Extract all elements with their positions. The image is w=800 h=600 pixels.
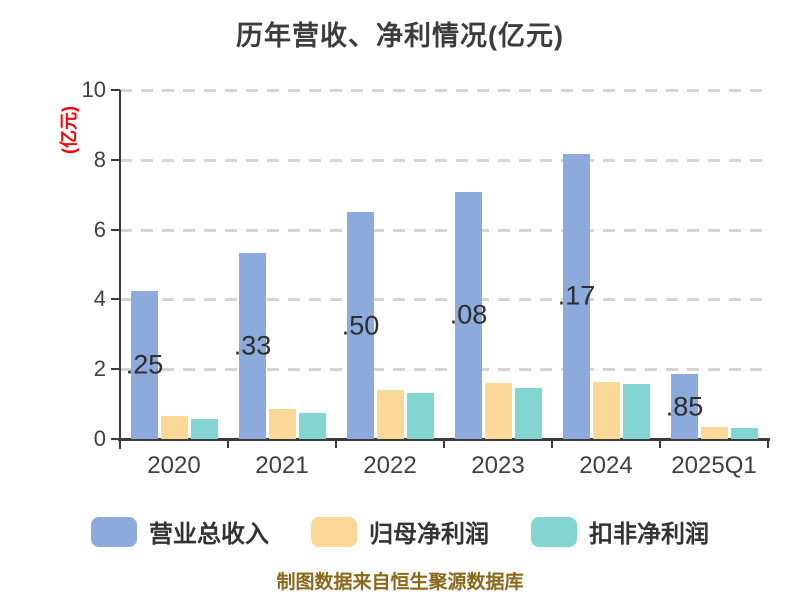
bar-value-label-2024: .17: [557, 280, 596, 311]
bar-营业总收入-2023: [455, 191, 482, 439]
legend-swatch-deducted-net-profit: [531, 516, 577, 547]
x-tick-1: [227, 439, 229, 448]
plot-area: .25 .33 .50 .08 .17 .85: [120, 89, 768, 439]
legend-label-total-revenue: 营业总收入: [149, 521, 269, 548]
chart-title: 历年营收、净利情况(亿元): [236, 21, 564, 51]
x-tick-6: [767, 439, 769, 448]
y-tick-6: [111, 228, 120, 231]
legend-item-net-profit[interactable]: 归母净利润: [311, 514, 489, 549]
x-label-2020: 2020: [147, 452, 201, 479]
y-tick-10: [111, 89, 120, 91]
data-source-note: 制图数据来自恒生聚源数据库: [276, 572, 524, 593]
x-tick-5: [659, 439, 661, 448]
legend-label-deducted-net-profit: 扣非净利润: [589, 521, 709, 548]
bar-归母净利润-2024: [593, 382, 620, 439]
x-label-2022: 2022: [363, 452, 417, 479]
gridline-8: [120, 158, 768, 162]
x-label-2024: 2024: [579, 452, 633, 479]
y-tick-4: [111, 298, 120, 301]
bar-value-label-2022: .50: [341, 310, 380, 341]
y-tick-8: [111, 158, 120, 161]
x-label-2023: 2023: [471, 452, 525, 479]
y-tick-2: [111, 368, 120, 371]
bar-扣非净利润-2024: [623, 383, 650, 439]
y-tick-label-6: 6: [93, 216, 106, 242]
bar-营业总收入-2024: [563, 153, 590, 439]
gridline-4: [120, 298, 768, 302]
y-tick-label-4: 4: [93, 286, 106, 312]
bar-扣非净利润-2021: [299, 413, 326, 439]
y-tick-label-8: 8: [93, 146, 106, 172]
gridline-2: [120, 368, 768, 372]
bar-value-label-2020: .25: [125, 349, 164, 380]
bar-value-label-2023: .08: [449, 299, 488, 330]
y-tick-label-10: 10: [81, 77, 106, 102]
y-tick-label-2: 2: [93, 356, 106, 382]
legend-swatch-net-profit: [311, 516, 357, 547]
x-tick-3: [443, 439, 445, 448]
gridline-10: [120, 89, 768, 92]
legend-item-deducted-net-profit[interactable]: 扣非净利润: [531, 514, 709, 549]
x-label-2021: 2021: [255, 452, 309, 479]
y-tick-0: [111, 438, 120, 440]
y-tick-label-0: 0: [93, 426, 106, 451]
legend-swatch-total-revenue: [91, 516, 137, 547]
legend-label-net-profit: 归母净利润: [369, 521, 489, 548]
bar-归母净利润-2025Q1: [701, 427, 728, 439]
x-label-2025Q1: 2025Q1: [671, 452, 757, 479]
x-tick-2: [335, 439, 337, 448]
bar-value-label-2021: .33: [233, 330, 272, 361]
bar-归母净利润-2022: [377, 390, 404, 439]
y-axis-line: [119, 90, 121, 449]
x-tick-0: [119, 439, 121, 448]
bar-营业总收入-2021: [239, 252, 266, 439]
legend-item-total-revenue[interactable]: 营业总收入: [91, 514, 269, 549]
bar-归母净利润-2020: [161, 416, 188, 439]
gridline-6: [120, 228, 768, 232]
bar-value-label-2025Q1: .85: [665, 391, 704, 422]
legend: 营业总收入 归母净利润 扣非净利润: [0, 514, 800, 549]
bar-归母净利润-2023: [485, 383, 512, 439]
x-tick-4: [551, 439, 553, 448]
bar-扣非净利润-2023: [515, 388, 542, 439]
bar-归母净利润-2021: [269, 409, 296, 439]
bar-营业总收入-2022: [347, 212, 374, 439]
bar-扣非净利润-2022: [407, 393, 434, 439]
bar-扣非净利润-2025Q1: [731, 428, 758, 439]
bar-扣非净利润-2020: [191, 419, 218, 439]
bar-营业总收入-2020: [131, 290, 158, 439]
bar-营业总收入-2025Q1: [671, 374, 698, 439]
